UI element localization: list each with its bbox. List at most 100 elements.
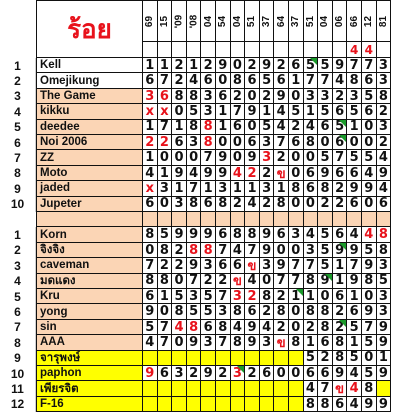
score-cell[interactable]: 6 <box>318 335 333 351</box>
score-cell[interactable]: 6 <box>201 319 216 336</box>
score-cell[interactable]: 5 <box>318 258 333 274</box>
score-cell[interactable]: 6 <box>332 227 348 243</box>
player-name[interactable]: จิงจิง <box>36 242 143 259</box>
score-cell[interactable]: 6 <box>201 196 216 212</box>
score-cell[interactable]: 0 <box>289 150 304 166</box>
score-cell[interactable]: 8 <box>186 119 202 135</box>
score-cell[interactable]: 9 <box>362 396 377 413</box>
score-cell[interactable]: 8 <box>143 227 158 243</box>
score-cell[interactable]: 6 <box>172 135 187 151</box>
score-cell[interactable]: 2 <box>245 366 260 382</box>
score-cell[interactable]: 5 <box>157 227 173 243</box>
score-cell[interactable]: 5 <box>318 227 333 243</box>
score-cell[interactable]: 2 <box>186 366 202 382</box>
score-cell[interactable]: 8 <box>216 196 231 212</box>
score-cell[interactable]: 0 <box>289 196 304 212</box>
score-cell[interactable]: 3 <box>216 181 231 197</box>
score-cell[interactable]: 1 <box>143 150 158 166</box>
score-cell[interactable] <box>172 350 187 366</box>
score-cell[interactable]: 7 <box>274 273 289 289</box>
score-cell[interactable]: 3 <box>201 88 216 105</box>
score-cell[interactable] <box>143 381 158 397</box>
score-cell[interactable]: 3 <box>376 258 392 274</box>
score-cell[interactable]: 8 <box>347 73 362 89</box>
score-cell[interactable]: 8 <box>303 304 319 320</box>
score-cell[interactable]: 8 <box>274 304 289 320</box>
score-cell[interactable] <box>289 350 304 366</box>
score-cell[interactable]: 6 <box>157 366 173 382</box>
score-cell[interactable]: 4 <box>186 73 202 89</box>
column-header[interactable]: 51 <box>303 0 319 42</box>
column-header[interactable]: 37 <box>289 0 304 42</box>
score-cell[interactable]: 4 <box>362 165 377 182</box>
score-cell[interactable]: 0 <box>172 335 187 351</box>
score-cell[interactable]: 4 <box>143 335 158 351</box>
score-cell[interactable] <box>157 381 173 397</box>
score-cell[interactable]: 0 <box>289 366 304 382</box>
score-cell[interactable]: 5 <box>362 335 377 351</box>
score-cell[interactable]: 8 <box>303 273 319 289</box>
score-cell[interactable]: 9 <box>216 165 231 182</box>
score-cell[interactable]: 5 <box>347 350 362 366</box>
score-cell[interactable]: 1 <box>216 104 231 120</box>
score-cell[interactable]: 7 <box>245 242 260 259</box>
score-cell[interactable]: 1 <box>289 73 304 89</box>
score-cell[interactable]: 4 <box>347 396 362 413</box>
score-cell[interactable]: 1 <box>303 104 319 120</box>
score-cell[interactable]: 6 <box>143 289 158 305</box>
score-cell[interactable]: 8 <box>376 242 392 259</box>
score-cell[interactable]: 3 <box>289 227 304 243</box>
score-cell[interactable]: 4 <box>347 381 362 397</box>
score-cell[interactable]: 6 <box>332 289 348 305</box>
score-cell[interactable]: 8 <box>186 196 202 212</box>
score-cell[interactable]: 5 <box>362 88 377 105</box>
score-cell[interactable]: 2 <box>274 289 289 305</box>
score-cell[interactable]: 5 <box>347 150 362 166</box>
column-header[interactable]: 81 <box>376 0 392 42</box>
score-cell[interactable]: 8 <box>318 396 333 413</box>
score-cell[interactable]: 6 <box>143 196 158 212</box>
score-cell[interactable]: 8 <box>318 181 333 197</box>
player-name[interactable]: deedee <box>36 119 143 135</box>
score-cell[interactable]: 9 <box>186 227 202 243</box>
score-cell[interactable]: 2 <box>259 304 275 320</box>
score-cell[interactable]: 0 <box>259 273 275 289</box>
score-cell[interactable]: 2 <box>376 104 392 120</box>
score-cell[interactable] <box>172 381 187 397</box>
score-cell[interactable]: 6 <box>274 227 289 243</box>
score-cell[interactable]: 3 <box>376 304 392 320</box>
score-cell[interactable]: 6 <box>216 258 231 274</box>
column-header[interactable]: 37 <box>259 0 275 42</box>
score-cell[interactable] <box>201 350 216 366</box>
score-cell[interactable]: 4 <box>143 165 158 182</box>
score-cell[interactable]: 8 <box>362 381 377 397</box>
player-name[interactable]: Korn <box>36 227 143 243</box>
score-cell[interactable]: 0 <box>362 350 377 366</box>
score-cell[interactable]: 5 <box>376 273 392 289</box>
score-cell[interactable]: 6 <box>230 119 246 135</box>
score-cell[interactable]: ข <box>230 273 246 289</box>
player-name[interactable]: Moto <box>36 165 143 182</box>
score-cell[interactable] <box>274 350 289 366</box>
score-cell[interactable]: 9 <box>362 304 377 320</box>
score-cell[interactable] <box>259 396 275 413</box>
score-cell[interactable]: 1 <box>216 119 231 135</box>
score-cell[interactable]: 0 <box>245 88 260 105</box>
score-cell[interactable]: 1 <box>186 58 202 74</box>
score-cell[interactable]: 7 <box>289 258 304 274</box>
score-cell[interactable]: 2 <box>274 319 289 336</box>
player-name[interactable]: Omejikung <box>36 73 143 89</box>
score-cell[interactable]: 8 <box>143 273 158 289</box>
score-cell[interactable]: 0 <box>289 165 304 182</box>
score-cell[interactable]: 6 <box>143 73 158 89</box>
score-cell[interactable]: x <box>143 181 158 197</box>
score-cell[interactable]: 2 <box>143 135 158 151</box>
score-cell[interactable]: 0 <box>347 135 362 151</box>
score-cell[interactable]: 0 <box>289 319 304 336</box>
score-cell[interactable]: 6 <box>318 119 333 135</box>
score-cell[interactable]: 9 <box>274 258 289 274</box>
score-cell[interactable]: 6 <box>347 304 362 320</box>
score-cell[interactable]: 8 <box>274 196 289 212</box>
score-cell[interactable]: 7 <box>289 273 304 289</box>
score-cell[interactable]: 7 <box>362 58 377 74</box>
